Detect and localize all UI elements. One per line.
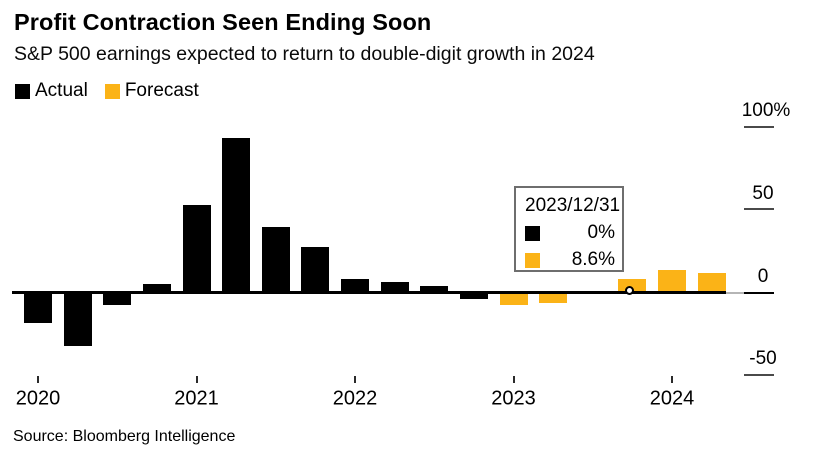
zero-baseline-extension bbox=[726, 292, 744, 294]
tooltip-date: 2023/12/31 bbox=[525, 195, 621, 216]
bar-2020-q3[interactable] bbox=[103, 293, 132, 306]
source-credit: Source: Bloomberg Intelligence bbox=[13, 428, 236, 445]
y-tick-100 bbox=[744, 125, 774, 128]
y-tick-label-50: 50 bbox=[752, 182, 774, 204]
chart-subtitle: S&P 500 earnings expected to return to d… bbox=[14, 43, 595, 65]
bar-2020-q4[interactable] bbox=[142, 283, 171, 293]
legend-label-forecast: Forecast bbox=[124, 80, 199, 101]
tooltip-actual-swatch-icon bbox=[525, 225, 540, 241]
x-tick-label-2023: 2023 bbox=[491, 387, 536, 410]
x-tick-2022 bbox=[354, 376, 356, 383]
y-tick-label-100: 100% bbox=[741, 100, 791, 122]
x-tick-2020 bbox=[37, 376, 39, 383]
x-tick-label-2024: 2024 bbox=[649, 387, 695, 410]
legend: Actual Forecast bbox=[15, 80, 199, 102]
bar-2022-q4[interactable] bbox=[459, 293, 488, 300]
y-tick-50 bbox=[744, 208, 774, 211]
bar-2020-q1[interactable] bbox=[24, 293, 52, 324]
zero-right-tick bbox=[744, 291, 774, 294]
bar-2022-q2[interactable] bbox=[380, 281, 409, 293]
x-tick-label-2021: 2021 bbox=[174, 387, 219, 410]
tooltip-forecast-value: 8.6% bbox=[571, 249, 615, 270]
bar-2023-q1[interactable] bbox=[499, 293, 528, 306]
y-tick--50 bbox=[744, 373, 774, 376]
hover-tooltip: 2023/12/31 0% 8.6% bbox=[514, 186, 624, 272]
legend-label-actual: Actual bbox=[35, 80, 88, 101]
bar-2021-q2[interactable] bbox=[222, 137, 251, 293]
bar-2020-q2[interactable] bbox=[63, 293, 92, 347]
bar-2024-q1[interactable] bbox=[658, 269, 686, 293]
chart-title: Profit Contraction Seen Ending Soon bbox=[14, 9, 432, 35]
actual-swatch-icon bbox=[15, 83, 30, 99]
x-tick-2021 bbox=[195, 376, 198, 383]
hover-point-marker[interactable] bbox=[625, 285, 635, 295]
tooltip-actual-value: 0% bbox=[587, 222, 615, 243]
bar-2021-q4[interactable] bbox=[301, 246, 330, 293]
legend-item-actual[interactable]: Actual bbox=[15, 80, 88, 102]
legend-item-forecast[interactable]: Forecast bbox=[104, 80, 199, 102]
bar-2023-q2[interactable] bbox=[539, 293, 568, 303]
forecast-swatch-icon bbox=[104, 83, 120, 99]
bar-2022-q3[interactable] bbox=[420, 285, 449, 293]
tooltip-row-actual: 0% bbox=[525, 222, 615, 244]
tooltip-forecast-swatch-icon bbox=[525, 252, 540, 268]
bar-2021-q1[interactable] bbox=[182, 205, 211, 293]
tooltip-row-forecast: 8.6% bbox=[525, 249, 615, 271]
x-tick-label-2020: 2020 bbox=[15, 387, 61, 410]
y-tick-label-0: 0 bbox=[757, 265, 769, 287]
x-tick-2024 bbox=[671, 376, 673, 383]
x-tick-2023 bbox=[512, 376, 515, 383]
zero-baseline bbox=[12, 291, 726, 294]
bar-2022-q1[interactable] bbox=[341, 278, 369, 293]
bar-2024-q2[interactable] bbox=[697, 273, 726, 293]
x-tick-label-2022: 2022 bbox=[332, 387, 378, 410]
y-tick-label--50: -50 bbox=[749, 348, 777, 370]
bar-2021-q3[interactable] bbox=[261, 226, 290, 293]
